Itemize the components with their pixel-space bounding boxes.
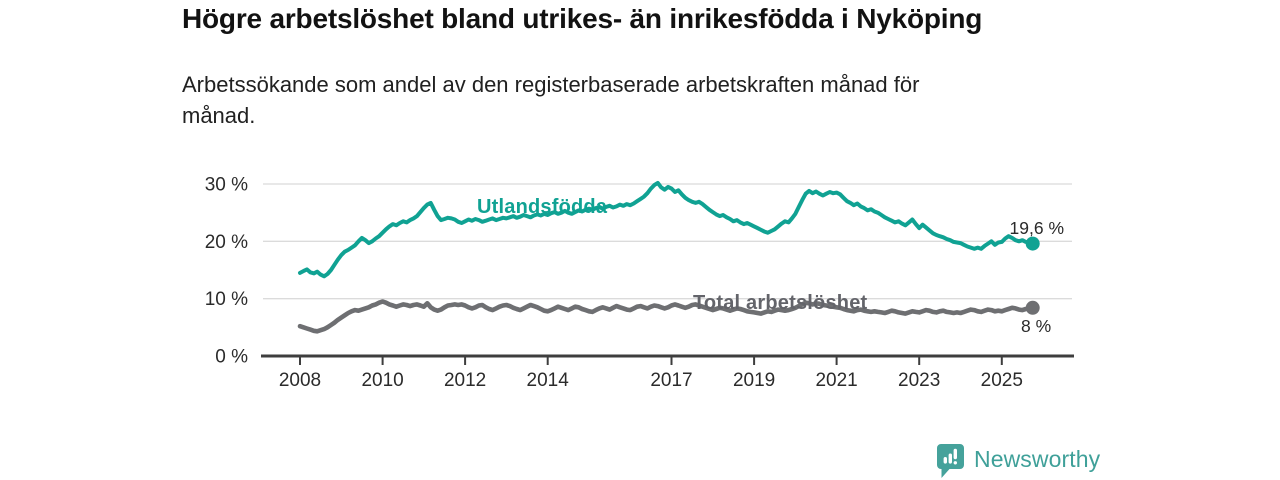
x-axis-tick-label: 2019 (733, 370, 775, 391)
end-value-label-utlandsfodda: 19,6 % (1009, 218, 1064, 238)
series-line-utlandsfodda (298, 180, 1035, 279)
x-axis-tick-label: 2012 (444, 370, 486, 391)
x-axis-tick-label: 2014 (527, 370, 570, 391)
chart-title: Högre arbetslöshet bland utrikes- än inr… (182, 3, 983, 34)
x-axis-tick-label: 2023 (898, 370, 940, 391)
end-value-label-total: 8 % (1021, 316, 1052, 336)
series-line-total-arbetsloshet (297, 299, 1035, 334)
logo-bar-medium (948, 453, 952, 464)
series-label-total-arbetsloshet: Total arbetslöshet (693, 292, 868, 314)
y-axis-tick-label: 10 % (205, 289, 248, 310)
series-end-dot-total-arbetsloshet (1025, 300, 1040, 315)
logo-bar-short (943, 457, 947, 464)
y-axis-tick-label: 30 % (205, 175, 248, 196)
chart-subtitle: Arbetssökande som andel av den registerb… (182, 69, 1062, 131)
logo-exclamation-dot (953, 461, 957, 465)
x-axis-tick-label: 2025 (981, 370, 1023, 391)
x-axis-tick-label: 2010 (361, 370, 403, 391)
x-axis-tick-label: 2021 (815, 370, 857, 391)
y-axis-tick-label: 20 % (205, 232, 248, 253)
newsworthy-wordmark: Newsworthy (974, 446, 1101, 472)
chart-subtitle-line2: månad. (182, 103, 256, 128)
series-end-dot-utlandsfodda (1025, 236, 1040, 251)
series-label-utlandsfodda: Utlandsfödda (477, 196, 608, 218)
y-axis-tick-label: 0 % (215, 347, 248, 368)
newsworthy-logo-icon (937, 444, 964, 478)
logo-exclamation-bar (953, 448, 957, 460)
newsworthy-logo: Newsworthy (936, 443, 1100, 479)
x-axis-tick-label: 2017 (650, 370, 692, 391)
chart-subtitle-line1: Arbetssökande som andel av den registerb… (182, 72, 920, 97)
x-axis-tick-label: 2008 (279, 370, 321, 391)
